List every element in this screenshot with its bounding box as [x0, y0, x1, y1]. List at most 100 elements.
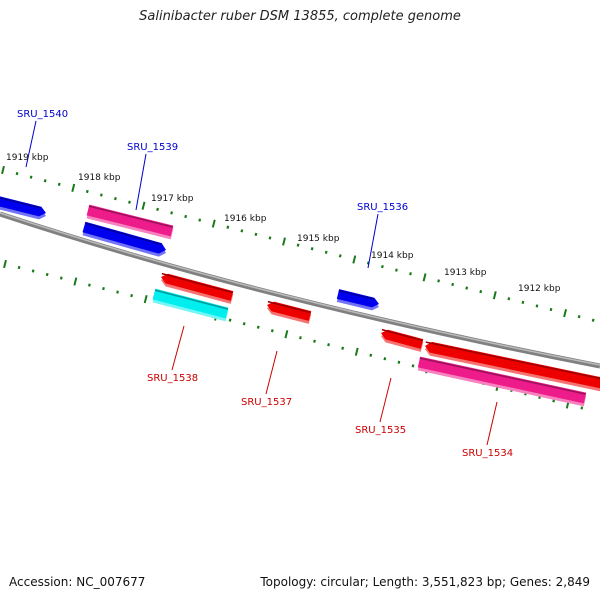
gene-feature	[417, 356, 587, 407]
gene-feature-body	[86, 204, 174, 237]
kbp-label: 1918 kbp	[78, 173, 121, 183]
tick-mark-upper	[310, 247, 314, 251]
tick-mark-upper	[296, 243, 300, 247]
gene-feature-body	[381, 329, 424, 349]
tick-mark-lower	[354, 347, 359, 356]
tick-mark-lower	[17, 265, 21, 270]
gene-label-leader	[171, 325, 185, 371]
gene-feature-shade	[88, 205, 174, 228]
gene-label-leader	[265, 350, 278, 395]
tick-mark-upper	[99, 193, 103, 197]
tick-mark-upper	[324, 250, 328, 254]
tick-mark-lower	[369, 353, 373, 357]
gene-feature-shade	[338, 289, 375, 300]
gene-label-leader	[367, 213, 379, 269]
tick-mark-upper	[535, 304, 539, 308]
kbp-label: 1913 kbp	[444, 268, 487, 278]
tick-mark-lower	[341, 346, 345, 350]
gene-feature-shade	[161, 272, 234, 294]
gene-feature	[381, 328, 424, 352]
tick-mark-upper	[71, 183, 76, 193]
gene-feature	[152, 288, 229, 322]
tick-mark-lower	[59, 276, 63, 280]
tick-mark-lower	[299, 336, 302, 340]
tick-mark-upper	[254, 232, 258, 237]
tick-mark-upper	[156, 207, 159, 211]
gene-labels: SRU_1540 SRU_1539 SRU_1536 SRU_1538 SRU_1537…	[17, 109, 513, 459]
kbp-label: 1914 kbp	[371, 251, 414, 261]
tick-mark-upper	[282, 237, 286, 246]
gene-feature-shade	[84, 222, 162, 246]
tick-mark-lower	[102, 286, 105, 291]
tick-mark-lower	[45, 272, 49, 277]
gene-feature	[267, 300, 312, 324]
accession-text: Accession: NC_007677	[9, 575, 146, 589]
kbp-label: 1916 kbp	[224, 214, 267, 224]
tick-mark-upper	[198, 218, 202, 222]
tick-mark-lower	[3, 259, 7, 269]
tick-mark-upper	[521, 300, 525, 305]
tick-mark-upper	[507, 297, 511, 301]
tick-mark-upper	[338, 254, 342, 258]
genome-backbone	[0, 211, 600, 369]
tick-mark-upper	[437, 279, 441, 283]
tick-mark-lower	[327, 343, 330, 347]
kbp-labels: 1919 kbp 1918 kbp 1917 kbp 1916 kbp 1915 kbp…	[6, 153, 561, 294]
tick-mark-lower	[284, 330, 289, 339]
tick-mark-upper	[380, 264, 384, 269]
tick-mark-upper	[451, 282, 455, 287]
gene-label-leader	[379, 377, 392, 423]
tick-mark-lower	[73, 277, 78, 286]
tick-mark-upper	[184, 214, 188, 219]
gene-feature-body	[161, 273, 234, 301]
gene-label: SRU_1537	[241, 397, 292, 408]
tick-mark-lower	[88, 283, 91, 287]
tick-mark-upper	[15, 171, 19, 176]
kbp-label: 1919 kbp	[6, 153, 49, 163]
gene-label-leaders	[25, 120, 498, 446]
gene-label-leader	[25, 120, 37, 168]
tick-mark-upper	[465, 286, 469, 290]
gene-feature-shade	[425, 341, 600, 380]
tick-mark-upper	[352, 255, 357, 264]
tick-mark-lower	[552, 399, 556, 403]
tick-mark-upper	[479, 290, 483, 294]
tick-mark-upper	[128, 200, 131, 204]
tick-mark-upper	[170, 211, 174, 215]
kbp-label: 1912 kbp	[518, 284, 561, 294]
tick-mark-lower	[313, 339, 316, 343]
gene-label: SRU_1538	[147, 373, 198, 384]
gene-feature-body	[425, 341, 600, 389]
gene-feature-body	[417, 356, 587, 404]
tick-mark-lower	[411, 364, 415, 368]
kbp-label: 1915 kbp	[297, 234, 340, 244]
tick-mark-lower	[580, 406, 584, 410]
tick-mark-upper	[29, 175, 33, 179]
tick-mark-upper	[549, 307, 553, 312]
gene-feature-body	[336, 289, 379, 308]
gene-feature	[336, 289, 379, 311]
gene-feature-body	[267, 301, 312, 321]
gene-feature	[82, 221, 166, 257]
tick-mark-lower	[270, 329, 274, 333]
tick-mark-lower	[383, 357, 387, 361]
gene-feature	[425, 341, 600, 392]
tick-mark-upper	[422, 273, 427, 282]
tick-marks-upper	[1, 165, 595, 322]
tick-mark-upper	[240, 229, 244, 233]
tick-mark-upper	[577, 315, 581, 319]
gene-feature-body	[152, 288, 229, 319]
tick-mark-lower	[116, 290, 119, 294]
tick-mark-upper	[211, 219, 216, 228]
gene-label: SRU_1539	[127, 142, 178, 153]
tick-mark-upper	[1, 165, 5, 175]
tick-mark-upper	[57, 182, 61, 186]
map-title: Salinibacter ruber DSM 13855, complete g…	[139, 9, 461, 24]
gene-feature-shade	[381, 328, 424, 342]
tick-mark-upper	[141, 201, 146, 210]
tick-mark-upper	[366, 261, 370, 265]
gene-label: SRU_1535	[355, 425, 406, 436]
gene-label: SRU_1534	[462, 448, 513, 459]
tick-mark-upper	[268, 236, 272, 240]
